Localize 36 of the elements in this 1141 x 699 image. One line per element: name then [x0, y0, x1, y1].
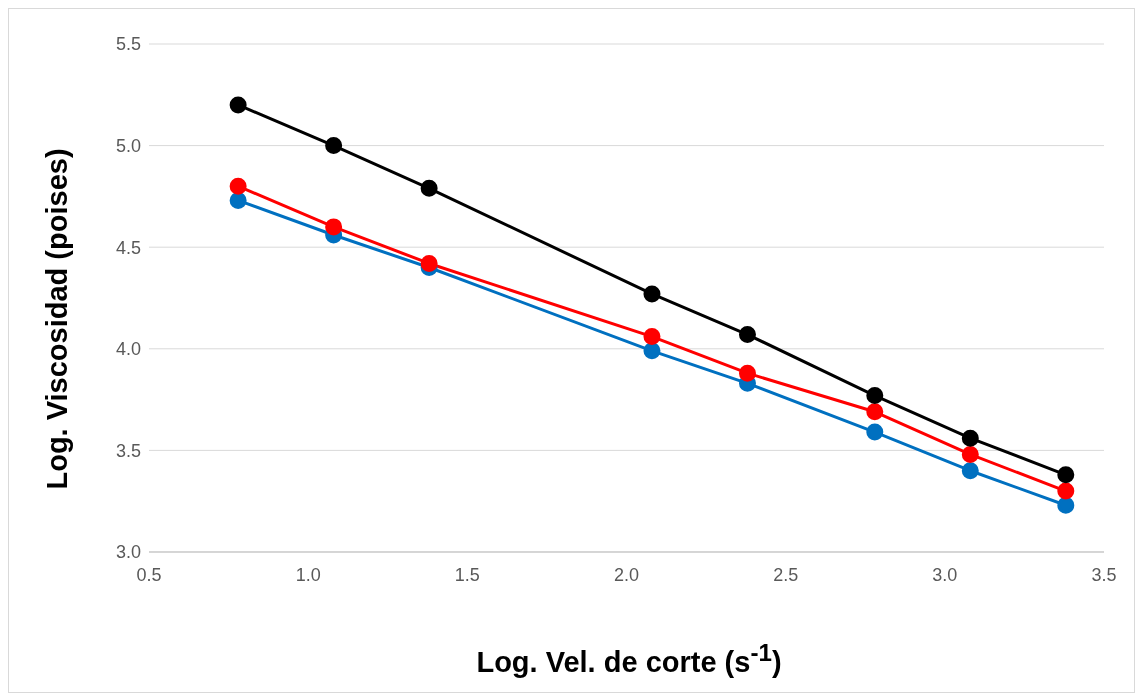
point	[866, 423, 884, 441]
point	[1057, 496, 1075, 514]
point	[1057, 482, 1075, 500]
point	[738, 326, 756, 344]
y-tick-label: 3.0	[115, 542, 141, 563]
point	[325, 218, 343, 236]
y-tick-label: 5.0	[115, 135, 141, 156]
point	[961, 445, 979, 463]
point	[866, 387, 884, 405]
x-tick-label: 1.0	[295, 564, 321, 585]
x-tick-label: 2.0	[613, 564, 640, 585]
point	[229, 191, 247, 209]
point	[1057, 466, 1075, 484]
y-tick-label: 5.5	[115, 34, 141, 55]
point	[420, 254, 438, 272]
y-tick-label: 4.5	[115, 237, 141, 258]
x-tick-label: 0.5	[136, 564, 162, 585]
point	[325, 137, 343, 155]
point	[961, 429, 979, 447]
point	[643, 328, 661, 346]
x-axis-title: Log. Vel. de corte (s$^{-1}$)	[475, 639, 783, 679]
y-tick-label: 4.0	[115, 339, 141, 360]
y-axis-title: Log. Viscosidad (poises)	[40, 148, 74, 490]
x-tick-label: 3.5	[1091, 564, 1117, 585]
point	[420, 179, 438, 197]
point	[866, 403, 884, 421]
x-tick-label: 2.5	[773, 564, 799, 585]
point	[643, 285, 661, 303]
point	[643, 342, 661, 360]
y-tick-label: 3.5	[115, 440, 141, 461]
point	[229, 177, 247, 195]
x-tick-label: 3.0	[932, 564, 958, 585]
point	[229, 96, 247, 114]
point	[738, 364, 756, 382]
point	[961, 462, 979, 480]
x-tick-label: 1.5	[454, 564, 480, 585]
